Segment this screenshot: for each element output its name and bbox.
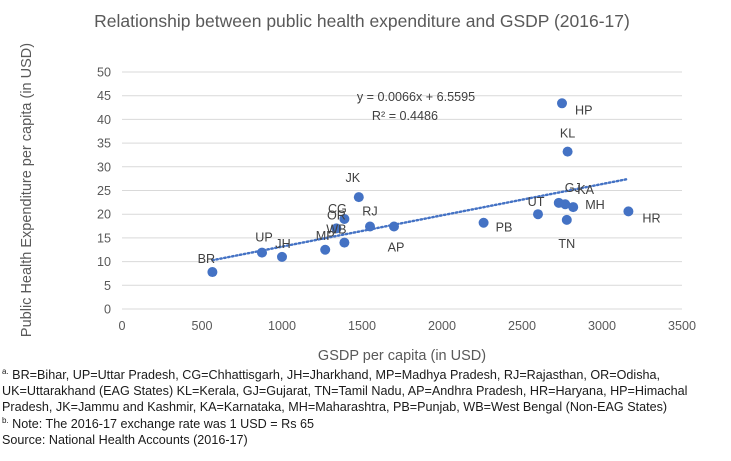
y-tick-label: 35 bbox=[97, 137, 111, 151]
exchange-rate-marker: b. bbox=[2, 415, 9, 425]
data-label-pb: PB bbox=[496, 221, 513, 235]
data-point-br bbox=[207, 267, 218, 278]
data-points bbox=[207, 98, 634, 278]
scatter-chart: Relationship between public health expen… bbox=[0, 0, 731, 368]
x-tick-label: 2500 bbox=[508, 319, 536, 333]
source-note: Source: National Health Accounts (2016-1… bbox=[2, 432, 248, 447]
data-label-cg: CG bbox=[328, 202, 347, 216]
exchange-rate-note: b. Note: The 2016-17 exchange rate was 1… bbox=[2, 416, 731, 432]
footnotes: a. BR=Bihar, UP=Uttar Pradesh, CG=Chhatt… bbox=[2, 367, 731, 448]
abbreviation-marker: a. bbox=[2, 366, 9, 376]
x-tick-label: 500 bbox=[191, 319, 212, 333]
x-tick-label: 0 bbox=[118, 319, 125, 333]
y-tick-label: 30 bbox=[97, 160, 111, 174]
trendline-equation: y = 0.0066x + 6.5595 bbox=[357, 90, 475, 104]
exchange-rate-text: Note: The 2016-17 exchange rate was 1 US… bbox=[8, 416, 315, 431]
y-tick-label: 50 bbox=[97, 66, 111, 80]
y-axis-label: Public Health Expenditure per capita (in… bbox=[19, 43, 35, 337]
data-label-ut: UT bbox=[528, 195, 545, 209]
data-point-rj bbox=[365, 221, 375, 232]
data-label-jh: JH bbox=[275, 237, 290, 251]
x-tick-label: 3500 bbox=[668, 319, 696, 333]
data-label-wb: WB bbox=[326, 223, 346, 237]
data-label-br: BR bbox=[198, 252, 216, 266]
y-tick-label: 15 bbox=[97, 231, 111, 245]
data-point-hp bbox=[557, 98, 567, 109]
data-point-up bbox=[257, 247, 267, 258]
data-label-or: OR bbox=[327, 208, 346, 222]
y-tick-label: 25 bbox=[97, 184, 111, 198]
abbreviation-text: BR=Bihar, UP=Uttar Pradesh, CG=Chhattisg… bbox=[2, 368, 688, 415]
chart-canvas: Relationship between public health expen… bbox=[0, 0, 731, 368]
data-label-tn: TN bbox=[558, 237, 575, 251]
x-axis-label: GSDP per capita (in USD) bbox=[318, 348, 486, 364]
data-label-mp: MP bbox=[316, 229, 335, 243]
chart-title: Relationship between public health expen… bbox=[94, 11, 630, 31]
y-tick-label: 40 bbox=[97, 113, 111, 127]
data-point-cg bbox=[339, 213, 350, 224]
x-tick-label: 3000 bbox=[588, 319, 616, 333]
data-point-kl bbox=[562, 146, 573, 157]
data-point-ap bbox=[389, 221, 399, 232]
data-label-up: UP bbox=[255, 231, 273, 245]
x-axis-ticks: 0 500 1000 1500 2000 2500 3000 3500 bbox=[118, 319, 696, 333]
data-point-jk bbox=[353, 192, 364, 203]
trendline-r-squared: R² = 0.4486 bbox=[372, 109, 438, 123]
data-label-mh: MH bbox=[585, 198, 605, 212]
x-tick-label: 2000 bbox=[428, 319, 456, 333]
data-point-tn bbox=[561, 214, 572, 225]
data-point-hr bbox=[623, 206, 634, 217]
x-tick-label: 1500 bbox=[348, 319, 376, 333]
data-label-jk: JK bbox=[345, 171, 360, 185]
abbreviation-note: a. BR=Bihar, UP=Uttar Pradesh, CG=Chhatt… bbox=[2, 367, 731, 416]
data-label-ap: AP bbox=[388, 241, 405, 255]
data-point-mh bbox=[568, 202, 579, 213]
y-tick-label: 5 bbox=[104, 279, 111, 293]
data-point-or bbox=[331, 223, 342, 234]
data-label-hr: HR bbox=[642, 211, 660, 225]
data-point-mp bbox=[320, 244, 331, 255]
y-tick-label: 10 bbox=[97, 255, 111, 269]
data-label-hp: HP bbox=[575, 103, 593, 117]
data-label-rj: RJ bbox=[362, 205, 377, 219]
data-point-jh bbox=[277, 251, 287, 262]
data-point-wb bbox=[339, 237, 350, 248]
data-label-ka: KA bbox=[577, 183, 594, 197]
data-point-ka bbox=[560, 199, 571, 210]
y-tick-label: 0 bbox=[104, 303, 111, 317]
chart-background bbox=[0, 0, 731, 368]
gridlines bbox=[122, 71, 682, 310]
data-label-gj: GJ bbox=[565, 181, 581, 195]
y-axis-ticks: 0 5 10 15 20 25 30 35 40 45 50 bbox=[97, 66, 111, 317]
x-tick-label: 1000 bbox=[268, 319, 296, 333]
data-label-kl: KL bbox=[560, 127, 575, 141]
trendline bbox=[211, 177, 630, 262]
y-tick-label: 45 bbox=[97, 89, 111, 103]
data-point-pb bbox=[478, 217, 489, 228]
data-point-ut bbox=[533, 209, 543, 220]
y-tick-label: 20 bbox=[97, 208, 111, 222]
